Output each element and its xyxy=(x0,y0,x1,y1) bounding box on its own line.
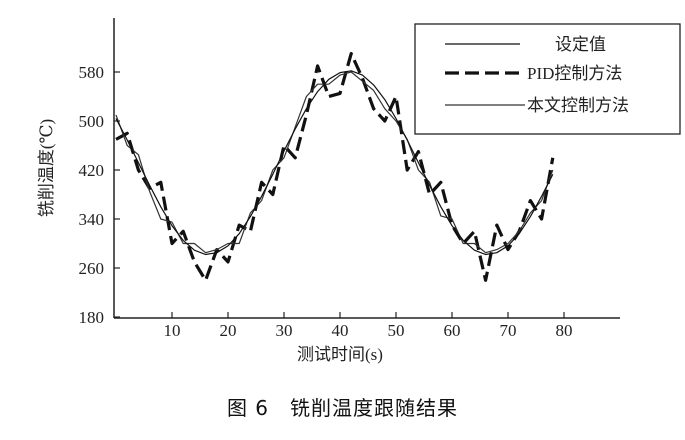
x-tick-label: 10 xyxy=(164,321,181,340)
series-line-1 xyxy=(115,70,554,256)
x-tick-label: 40 xyxy=(332,321,349,340)
y-tick-label: 500 xyxy=(79,112,105,131)
x-tick-label: 30 xyxy=(276,321,293,340)
legend-label: 本文控制方法 xyxy=(527,96,629,115)
x-tick-label: 70 xyxy=(500,321,517,340)
x-tick-label: 20 xyxy=(220,321,237,340)
legend-label: PID控制方法 xyxy=(527,64,622,83)
y-tick-label: 180 xyxy=(79,308,105,327)
y-tick-label: 580 xyxy=(79,63,105,82)
series-line-2 xyxy=(115,52,555,282)
legend-label: 设定值 xyxy=(555,35,606,54)
x-tick-label: 60 xyxy=(444,321,461,340)
y-tick-label: 340 xyxy=(79,210,105,229)
y-tick-label: 260 xyxy=(79,259,105,278)
series-group xyxy=(115,52,555,282)
x-axis-label: 测试时间(s) xyxy=(297,345,383,364)
y-tick-label: 420 xyxy=(79,161,105,180)
figure-caption: 图 6 铣削温度跟随结果 xyxy=(226,396,459,420)
axes: 10 20 30 40 50 60 70 80 180 260 340 420 500 580 xyxy=(79,18,620,340)
legend-box xyxy=(414,23,681,135)
series-line-3 xyxy=(115,71,554,254)
x-tick-label: 80 xyxy=(556,321,573,340)
y-axis-label: 铣削温度(℃) xyxy=(37,119,56,217)
x-tick-label: 50 xyxy=(388,321,405,340)
